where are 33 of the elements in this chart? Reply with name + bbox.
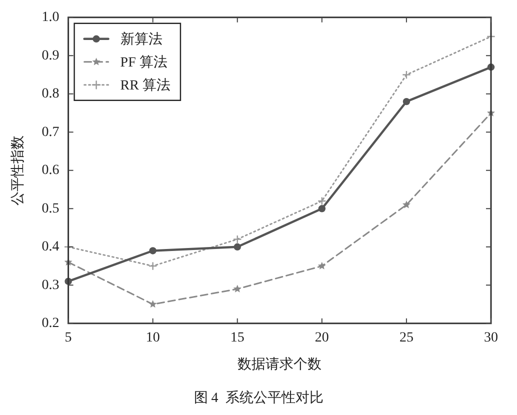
x-tick-label: 25 <box>399 330 414 346</box>
legend-label: RR 算法 <box>120 78 170 94</box>
y-tick-label: 0.2 <box>42 316 60 332</box>
point <box>148 300 157 308</box>
y-tick-label: 0.8 <box>42 86 60 102</box>
y-tick-label: 0.4 <box>42 240 60 255</box>
point <box>402 70 411 80</box>
y-tick-label: 0.5 <box>42 201 60 216</box>
x-tick-label: 15 <box>230 330 244 346</box>
y-tick-label: 0.3 <box>42 278 60 293</box>
caption: 图 4 系统公平性对比 <box>194 390 324 406</box>
x-tick-label: 5 <box>64 330 72 346</box>
point <box>233 284 242 292</box>
point <box>318 196 326 206</box>
point <box>149 247 156 254</box>
x-tick-label: 20 <box>314 330 329 346</box>
y-tick-label: 0.9 <box>42 48 60 64</box>
legend-label: 新算法 <box>120 32 162 48</box>
x-axis-title: 数据请求个数 <box>238 356 322 372</box>
y-tick-label: 1.0 <box>42 10 60 26</box>
point <box>402 98 410 106</box>
point <box>148 262 158 270</box>
point <box>232 234 242 244</box>
legend-label: PF 算法 <box>120 54 168 71</box>
y-tick-label: 0.6 <box>42 163 60 178</box>
point <box>318 262 326 270</box>
x-tick-label: 10 <box>146 330 160 346</box>
point <box>318 205 326 212</box>
point <box>234 243 241 250</box>
y-axis-title: 公平性指数 <box>10 135 26 206</box>
y-tick-label: 0.7 <box>42 124 60 140</box>
x-tick-label: 30 <box>484 330 498 346</box>
point <box>402 200 410 208</box>
